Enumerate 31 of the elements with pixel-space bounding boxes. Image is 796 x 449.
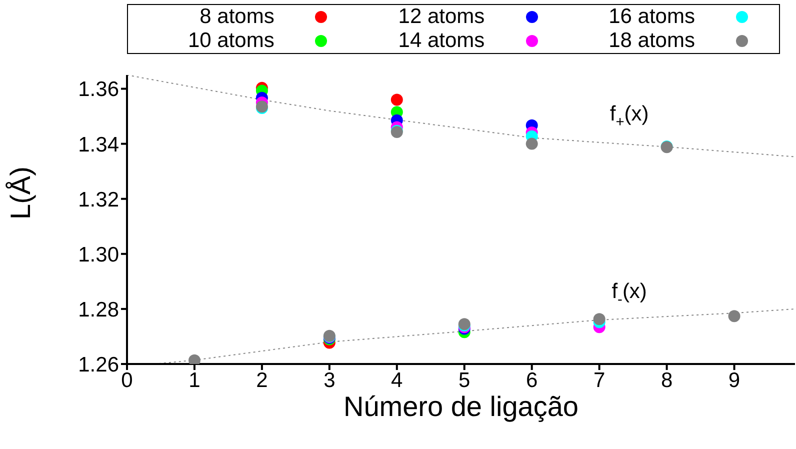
y-axis-title: L(Å) xyxy=(4,166,36,220)
x-tick-label: 8 xyxy=(660,368,673,392)
legend-label: 18 atoms xyxy=(608,29,695,52)
point xyxy=(390,94,403,106)
x-tick-label: 0 xyxy=(121,368,133,392)
point xyxy=(526,138,538,150)
y-tick-label: 1.32 xyxy=(78,188,119,212)
legend-label: 8 atoms xyxy=(200,5,274,28)
point xyxy=(593,313,606,326)
x-axis-title: Número de ligação xyxy=(343,391,579,422)
y-tick-label: 1.28 xyxy=(78,298,119,322)
x-tick-label: 4 xyxy=(391,368,404,392)
x-tick-label: 6 xyxy=(526,368,538,392)
y-tick-label: 1.34 xyxy=(78,133,120,156)
point xyxy=(728,310,740,322)
legend-label: 10 atoms xyxy=(188,29,274,52)
annotation: f$_{-}$(x) xyxy=(612,280,647,308)
x-tick-label: 3 xyxy=(324,368,336,392)
y-tick-label: 1.36 xyxy=(78,78,119,102)
x-tick-label: 5 xyxy=(458,368,470,392)
x-tick-label: 9 xyxy=(728,368,740,392)
legend-label: 14 atoms xyxy=(398,29,485,52)
legend-label: 12 atoms xyxy=(398,5,485,28)
annotation: f$_{+}$(x) xyxy=(610,102,649,130)
x-tick-label: 7 xyxy=(593,368,606,392)
x-tick-label: 2 xyxy=(256,368,268,392)
y-tick-label: 1.30 xyxy=(78,243,119,266)
y-tick-label: 1.26 xyxy=(78,353,119,376)
x-tick-label: 1 xyxy=(188,368,200,392)
legend-label: 16 atoms xyxy=(608,5,695,28)
line-series xyxy=(127,75,795,158)
